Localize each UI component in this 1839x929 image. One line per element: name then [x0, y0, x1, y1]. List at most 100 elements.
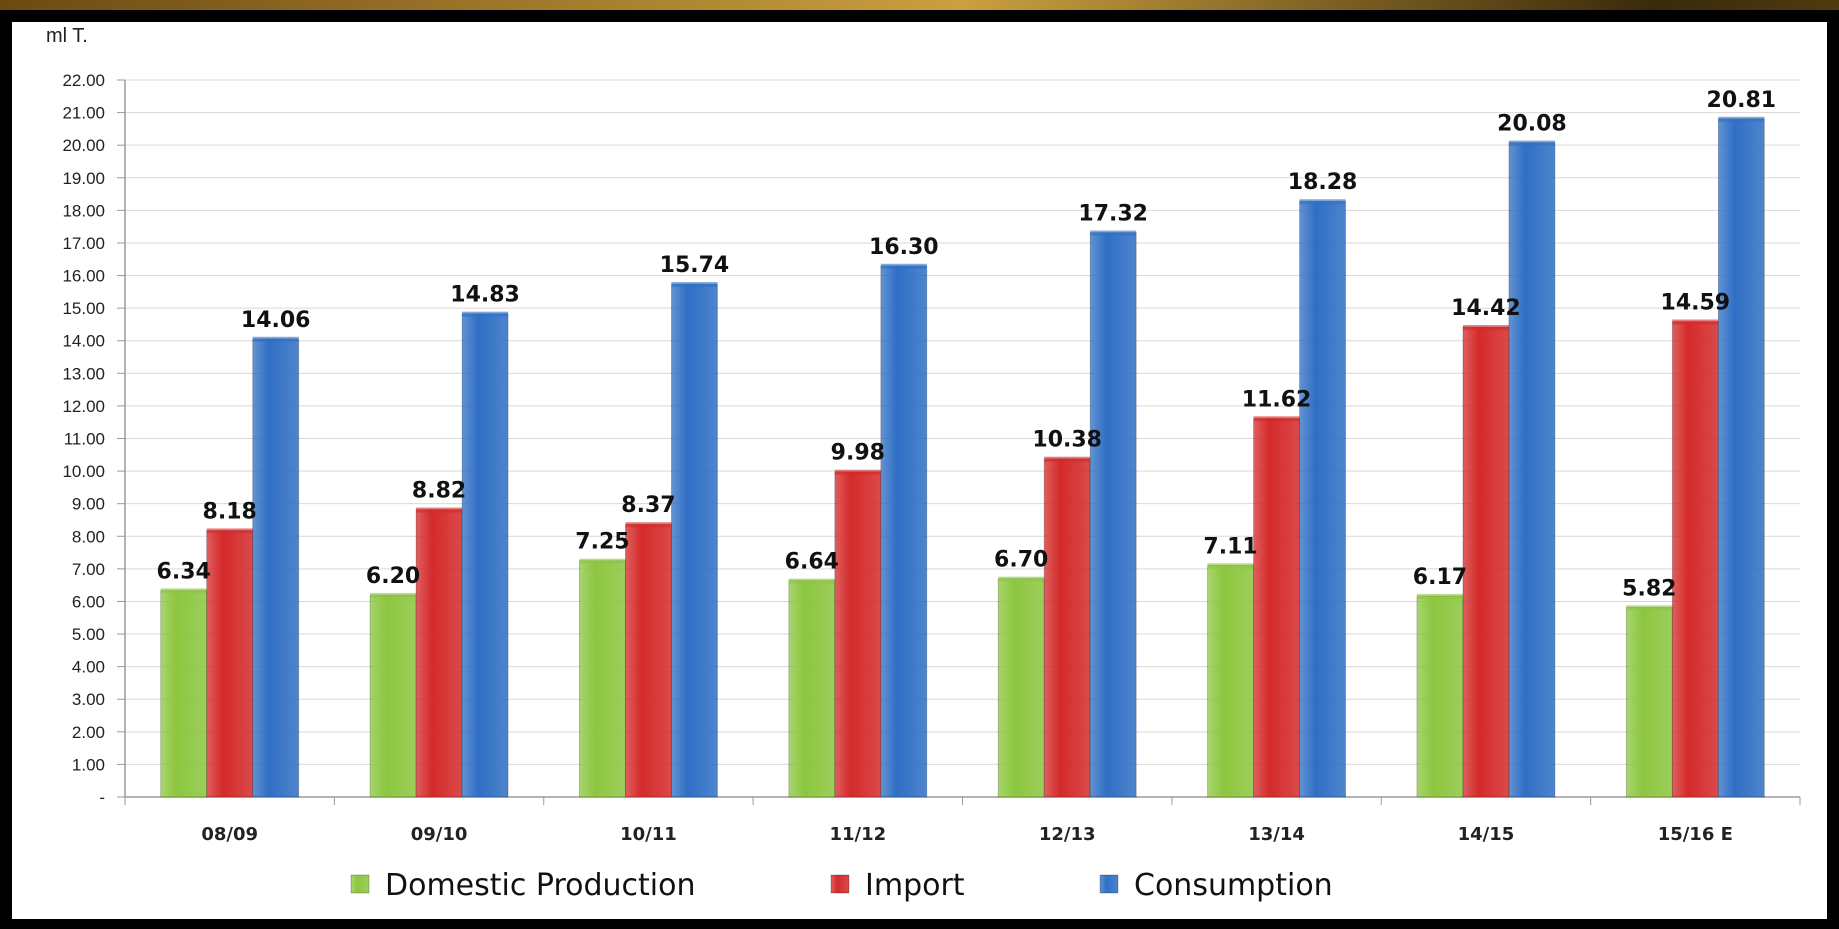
x-tick-label: 09/10	[411, 824, 468, 845]
data-label: 10.38	[1032, 428, 1102, 453]
bar-top-cap	[370, 592, 417, 598]
bar-import	[1253, 417, 1300, 798]
y-tick-label: 9.00	[72, 495, 105, 514]
y-tick-label: 12.00	[62, 397, 105, 416]
data-label: 8.18	[203, 499, 257, 524]
bar-domestic-production	[369, 594, 417, 798]
data-label: 17.32	[1078, 202, 1148, 227]
data-label: 6.70	[994, 548, 1048, 573]
bar-consumption	[461, 313, 509, 798]
x-tick-label: 15/16 E	[1658, 824, 1733, 845]
bar-consumption	[1508, 142, 1556, 798]
y-tick-label: 14.00	[62, 332, 105, 351]
bar-domestic-production	[579, 560, 626, 798]
legend: Domestic Production Import Consumption	[350, 868, 1333, 903]
bar-consumption	[671, 283, 718, 798]
bar-domestic-production	[1416, 595, 1464, 798]
x-axis: 08/09 09/10 10/11 11/12 12/13 13/14 14/15 15/16…	[124, 797, 1801, 845]
data-label: 8.82	[412, 479, 466, 504]
bar-top-cap	[416, 507, 463, 513]
bar-top-cap	[206, 528, 253, 534]
bar-top-cap	[1626, 605, 1673, 611]
y-unit-label: ml T.	[46, 25, 88, 47]
data-label: 6.17	[1413, 565, 1467, 590]
data-label: 7.11	[1203, 534, 1257, 559]
bar-domestic-production	[1625, 606, 1673, 798]
data-label: 5.82	[1622, 576, 1676, 601]
data-label: 6.34	[157, 559, 211, 584]
data-label: 7.25	[575, 530, 629, 555]
y-tick-label: 8.00	[72, 527, 105, 546]
bar-top-cap	[1508, 140, 1555, 146]
y-tick-label: -	[99, 788, 105, 807]
bar-consumption	[880, 265, 928, 798]
data-label: 18.28	[1288, 170, 1358, 195]
y-tick-label: 11.00	[64, 430, 105, 449]
y-tick-label: 3.00	[72, 690, 105, 709]
legend-label: Consumption	[1134, 868, 1333, 903]
bar-import	[625, 523, 672, 798]
bar-top-cap	[160, 588, 207, 594]
data-label: 14.06	[241, 308, 311, 333]
y-tick-label: 13.00	[62, 364, 105, 383]
bar-top-cap	[880, 263, 927, 269]
bar-top-cap	[252, 336, 299, 342]
data-label: 9.98	[831, 441, 885, 466]
data-label: 11.62	[1242, 387, 1312, 412]
bar-top-cap	[625, 522, 672, 528]
bar-top-cap	[998, 576, 1045, 582]
y-tick-label: 17.00	[62, 234, 105, 253]
bar-top-cap	[1044, 456, 1091, 462]
bar-consumption	[252, 338, 300, 798]
x-tick-label: 10/11	[620, 824, 677, 845]
data-label: 14.42	[1451, 296, 1521, 321]
y-tick-label: 16.00	[62, 267, 105, 286]
bar-top-cap	[1207, 563, 1254, 569]
y-tick-label: 6.00	[72, 592, 105, 611]
bar-import	[1671, 321, 1719, 798]
bar-consumption	[1717, 118, 1765, 798]
x-tick-label: 08/09	[201, 824, 258, 845]
data-label: 8.37	[621, 493, 675, 518]
x-tick-label: 13/14	[1248, 824, 1305, 845]
bar-domestic-production	[160, 589, 208, 798]
y-tick-label: 1.00	[72, 755, 105, 774]
data-label: 20.08	[1497, 112, 1567, 137]
y-tick-label: 19.00	[62, 169, 105, 188]
y-tick-label: 4.00	[72, 658, 105, 677]
bar-import	[206, 530, 254, 798]
bar-consumption	[1299, 200, 1346, 798]
data-label: 15.74	[660, 253, 730, 278]
x-tick-label: 12/13	[1039, 824, 1096, 845]
data-labels: 6.34 8.18 14.06 6.20 8.82 14.83 7.25 8.37 15.74 6…	[157, 88, 1777, 602]
y-tick-label: 21.00	[62, 104, 105, 123]
data-label: 14.83	[450, 283, 520, 308]
data-label: 16.30	[869, 235, 939, 260]
bar-consumption	[1089, 232, 1137, 798]
bar-import	[834, 471, 882, 798]
bar-domestic-production	[997, 578, 1045, 798]
legend-swatch	[350, 874, 370, 894]
legend-swatch	[830, 874, 850, 894]
bar-top-cap	[671, 282, 718, 288]
legend-label: Import	[865, 868, 965, 903]
bars	[160, 116, 1765, 798]
y-tick-label: 15.00	[62, 299, 105, 318]
bar-import	[1043, 458, 1091, 798]
bar-top-cap	[1718, 116, 1765, 122]
bar-top-cap	[1416, 593, 1463, 599]
y-tick-label: 10.00	[62, 462, 105, 481]
data-label: 14.59	[1661, 290, 1731, 315]
data-label: 6.64	[785, 550, 839, 575]
bar-top-cap	[788, 578, 835, 584]
y-tick-label: 7.00	[72, 560, 105, 579]
y-tick-label: 18.00	[62, 201, 105, 220]
bar-domestic-production	[788, 580, 836, 798]
bar-top-cap	[834, 469, 881, 475]
data-label: 6.20	[366, 564, 420, 589]
legend-swatch	[1099, 874, 1119, 894]
y-tick-label: 5.00	[72, 625, 105, 644]
y-tick-label: 20.00	[62, 136, 105, 155]
bar-top-cap	[1090, 230, 1137, 236]
